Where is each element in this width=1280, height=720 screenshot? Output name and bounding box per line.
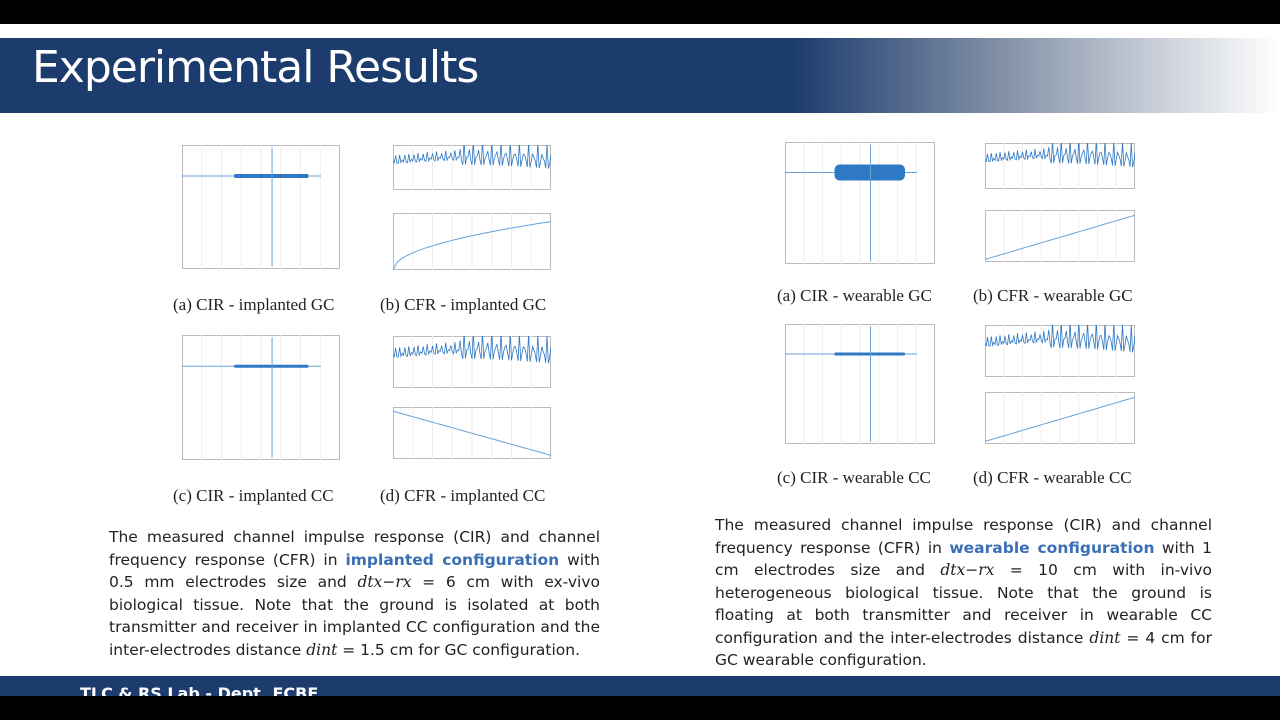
plot-image (393, 213, 551, 270)
plot-line (985, 143, 1135, 168)
caption: (d) CFR - wearable CC (973, 468, 1132, 487)
plot-blob (834, 164, 905, 181)
plot-image (985, 325, 1135, 377)
plot-image (985, 392, 1135, 444)
highlight: wearable configuration (949, 538, 1155, 557)
bottom-bar (0, 696, 1280, 720)
caption: (b) CFR - implanted GC (380, 295, 547, 314)
slide-title: Experimental Results (32, 42, 479, 93)
caption: (b) CFR - wearable GC (973, 286, 1133, 305)
text: = 10 cm with in-vivo heterogeneous biolo… (715, 561, 1212, 647)
plot-line (393, 336, 551, 364)
plot-image (985, 143, 1135, 189)
text: with 0.5 mm electrodes size and (109, 550, 600, 592)
plot-blob (834, 352, 905, 356)
plot-line (393, 410, 551, 456)
math: dint (306, 640, 338, 659)
footer-band (0, 676, 1280, 696)
paragraph: The measured channel impulse response (C… (715, 514, 1212, 672)
plot-image (393, 407, 551, 459)
caption: (d) CFR - implanted CC (380, 486, 546, 505)
math: dint (1089, 628, 1121, 647)
top-bar (0, 0, 1280, 24)
plot-line (393, 145, 551, 169)
plot-image (785, 324, 935, 444)
text: The measured channel impulse response (C… (109, 528, 600, 569)
plot-image (182, 335, 340, 460)
plot-image (182, 145, 340, 269)
plot-line (393, 221, 551, 270)
text: = 4 cm for GC wearable configuration. (715, 628, 1212, 670)
math: dtx−rx (357, 573, 412, 591)
plot-image (393, 336, 551, 388)
paragraph: The measured channel impulse response (C… (109, 526, 600, 661)
math: dtx−rx (940, 561, 995, 579)
text: The measured channel impulse response (C… (715, 516, 1212, 557)
header-band (0, 38, 1280, 113)
text: with 1 cm electrodes size and (715, 538, 1212, 580)
caption: (a) CIR - wearable GC (777, 286, 932, 305)
plot-blob (234, 174, 309, 178)
plot-image (985, 210, 1135, 262)
plot-line (985, 325, 1135, 353)
plot-image (785, 142, 935, 264)
plot-image (393, 145, 551, 190)
plot-blob (234, 364, 309, 368)
caption: (c) CIR - wearable CC (777, 468, 931, 487)
text: = 1.5 cm for GC configuration. (337, 640, 581, 659)
caption: (c) CIR - implanted CC (173, 486, 334, 505)
caption: (a) CIR - implanted GC (173, 295, 335, 314)
text: = 6 cm with ex-vivo biological tissue. N… (109, 573, 600, 659)
plot-line (985, 214, 1135, 260)
plot-line (985, 396, 1135, 442)
highlight: implanted configuration (345, 550, 560, 569)
